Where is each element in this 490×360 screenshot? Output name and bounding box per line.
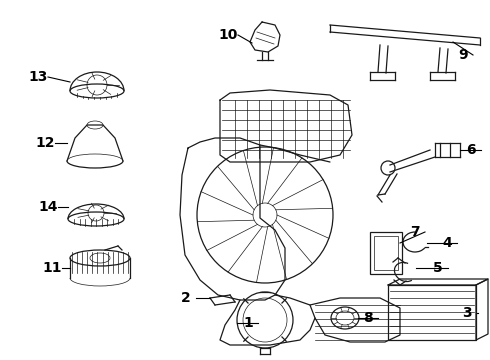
Text: 13: 13 xyxy=(28,70,48,84)
Text: 5: 5 xyxy=(433,261,443,275)
Text: 11: 11 xyxy=(42,261,62,275)
Bar xyxy=(374,236,398,270)
Text: 3: 3 xyxy=(462,306,472,320)
Text: 4: 4 xyxy=(442,236,452,250)
Text: 2: 2 xyxy=(181,291,191,305)
Text: 7: 7 xyxy=(410,225,420,239)
Text: 12: 12 xyxy=(35,136,55,150)
Text: 14: 14 xyxy=(38,200,58,214)
Text: 6: 6 xyxy=(466,143,476,157)
Bar xyxy=(370,232,402,274)
Text: 10: 10 xyxy=(219,28,238,42)
Text: 9: 9 xyxy=(458,48,468,62)
Text: 8: 8 xyxy=(363,311,373,325)
Text: 1: 1 xyxy=(243,316,253,330)
